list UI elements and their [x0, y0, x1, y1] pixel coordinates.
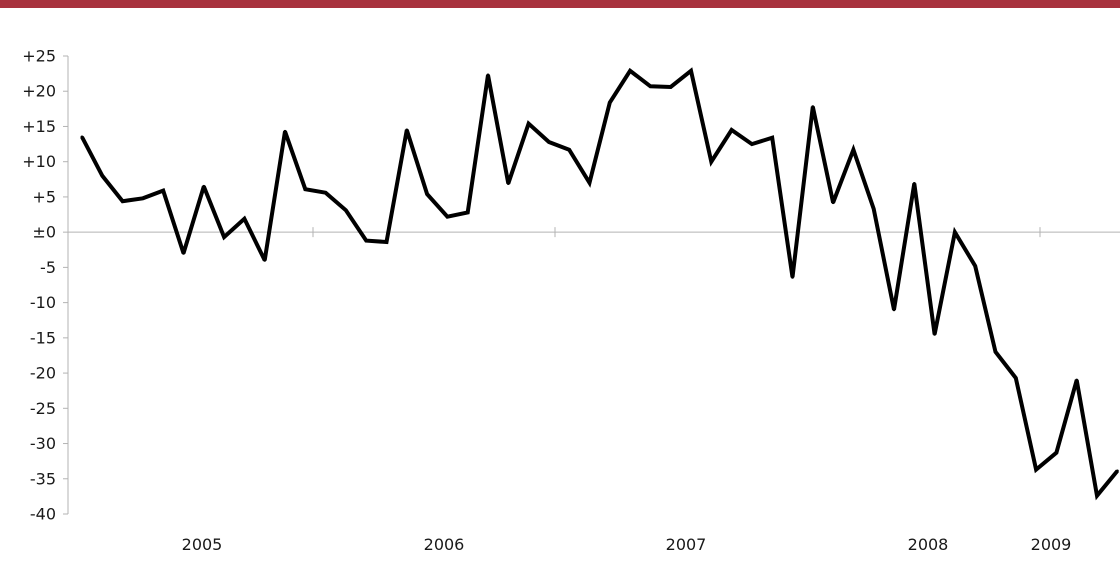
data-point [791, 275, 794, 279]
y-tick-label: -10 [30, 293, 56, 312]
y-tick-label: -5 [40, 258, 56, 277]
x-tick-labels: 2005 2006 2007 2008 2009 [182, 535, 1072, 554]
data-point [344, 208, 348, 212]
data-point [770, 136, 774, 140]
data-point [973, 264, 977, 268]
y-tick-label: -25 [30, 399, 56, 418]
data-point [425, 192, 429, 196]
data-point [912, 182, 916, 185]
data-point [851, 148, 855, 152]
data-point [730, 128, 734, 132]
data-point [547, 140, 551, 144]
data-point [750, 142, 754, 146]
data-point [222, 235, 226, 239]
data-point [953, 230, 957, 234]
data-point [445, 215, 449, 219]
data-point [588, 181, 591, 185]
data-point [872, 207, 876, 211]
x-tick-label: 2006 [424, 535, 465, 554]
data-point [933, 332, 937, 336]
data-point [648, 84, 652, 88]
y-tick-label: +10 [22, 152, 56, 171]
y-tick-label: +15 [22, 117, 56, 136]
data-point [486, 73, 490, 77]
y-tick-label: -30 [30, 434, 56, 453]
data-point [892, 308, 896, 312]
x-tick-label: 2007 [666, 535, 707, 554]
y-tick-label: +5 [32, 187, 56, 206]
y-tick-label: -20 [30, 364, 56, 383]
data-point [527, 122, 531, 126]
data-point [202, 184, 206, 188]
x-tick-label: 2008 [908, 535, 949, 554]
data-point [1014, 376, 1018, 380]
series [80, 67, 1119, 501]
data-point [709, 160, 713, 164]
data-point [385, 240, 388, 244]
y-tick-labels: +25 +20 +15 +10 +5 ±0 -5 -10 -15 -20 -25 -30 -35 -40 [22, 47, 56, 524]
data-point [263, 258, 267, 262]
data-point [161, 189, 165, 193]
data-point [1095, 494, 1099, 498]
x-tick-label: 2009 [1031, 535, 1072, 554]
data-point [608, 101, 612, 104]
data-point [364, 239, 368, 243]
y-tick-label: +20 [22, 82, 56, 101]
top-accent-bar [0, 0, 1120, 8]
data-point [242, 217, 246, 221]
data-point [831, 201, 835, 205]
data-point [283, 129, 287, 133]
data-point [689, 69, 693, 73]
data-point [1115, 469, 1119, 473]
y-tick-label: -15 [30, 328, 56, 347]
data-point [669, 85, 673, 89]
data-point [1054, 451, 1058, 455]
series-line [80, 67, 1119, 501]
data-point [324, 191, 328, 195]
axes [63, 55, 1120, 515]
y-tick-label: +25 [22, 47, 56, 66]
data-point [121, 199, 125, 203]
data-point [466, 210, 470, 214]
data-point [303, 187, 307, 191]
data-point [141, 196, 145, 200]
y-tick-label: ±0 [32, 223, 56, 242]
data-point [628, 69, 632, 73]
data-point [567, 148, 571, 152]
data-point [182, 251, 185, 255]
data-point [811, 105, 815, 109]
data-point [405, 128, 409, 132]
data-point [994, 350, 997, 354]
x-tick-label: 2005 [182, 535, 223, 554]
data-point [100, 174, 104, 178]
data-point [1075, 378, 1079, 382]
y-tick-label: -35 [30, 469, 56, 488]
data-point [1034, 468, 1038, 472]
data-point [506, 182, 510, 185]
y-tick-label: -40 [30, 505, 56, 524]
data-point [80, 135, 84, 139]
